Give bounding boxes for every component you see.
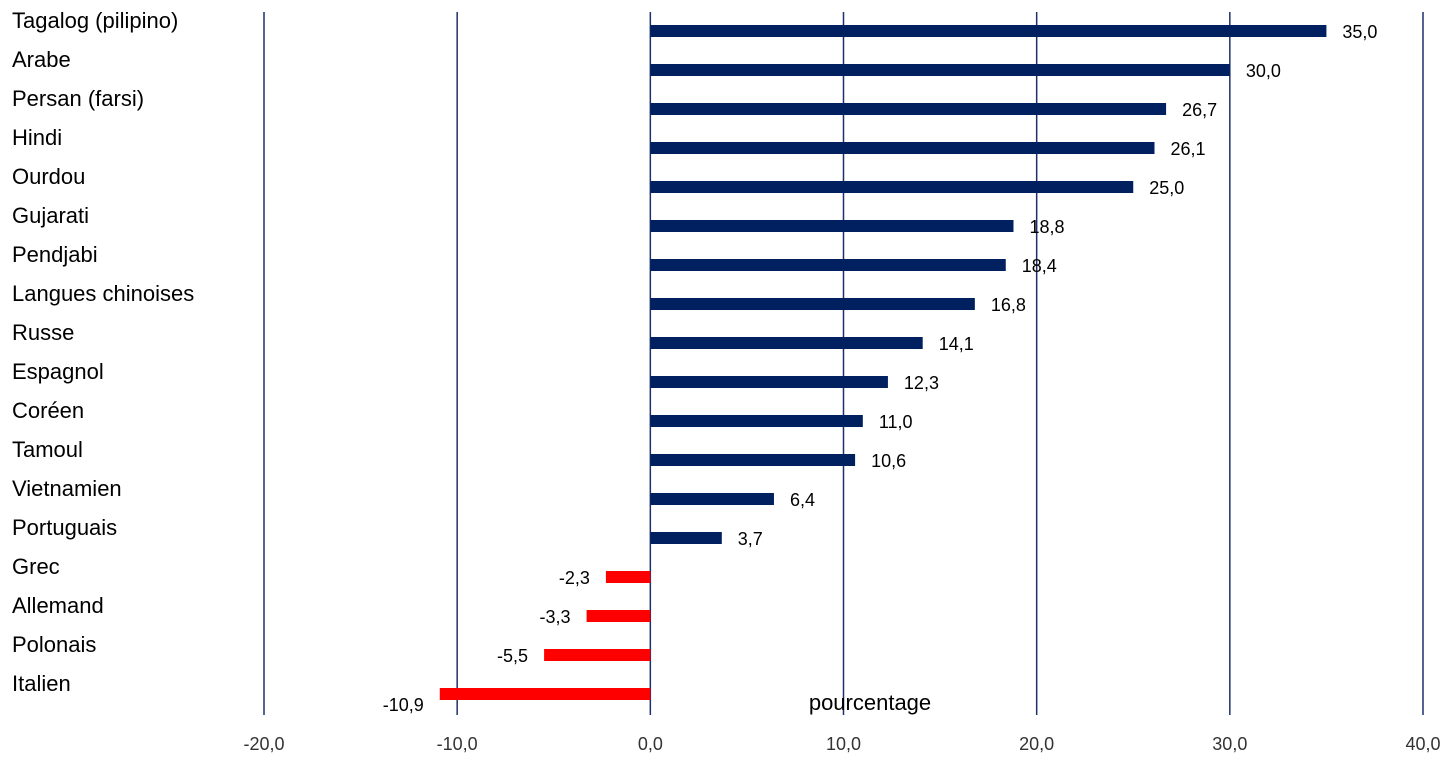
x-tick-label: 40,0 [1405, 734, 1440, 754]
data-label: 26,1 [1170, 139, 1205, 159]
data-label: 18,8 [1029, 217, 1064, 237]
bar [650, 103, 1167, 115]
bar [650, 25, 1327, 37]
grid: -20,0 -10,0 0,0 10,0 20,0 30,0 40,0 [243, 12, 1441, 754]
bar [650, 298, 975, 310]
x-tick-label: 20,0 [1019, 734, 1054, 754]
x-tick-label: 10,0 [826, 734, 861, 754]
data-label: 6,4 [790, 490, 815, 510]
category-label: Allemand [12, 593, 104, 618]
data-label: 12,3 [904, 373, 939, 393]
data-label: 30,0 [1246, 61, 1281, 81]
category-label: Coréen [12, 398, 84, 423]
category-label: Hindi [12, 125, 62, 150]
bar [650, 493, 774, 505]
data-label: 14,1 [939, 334, 974, 354]
bar [650, 142, 1155, 154]
bar [586, 610, 651, 622]
data-label: 3,7 [738, 529, 763, 549]
category-label: Arabe [12, 47, 71, 72]
category-label: Italien [12, 671, 71, 696]
category-label: Vietnamien [12, 476, 122, 501]
bar [544, 649, 651, 661]
bar [650, 64, 1230, 76]
category-label: Tagalog (pilipino) [12, 8, 178, 33]
bar [605, 571, 651, 583]
category-label: Pendjabi [12, 242, 98, 267]
data-label: 10,6 [871, 451, 906, 471]
x-tick-label: -10,0 [437, 734, 478, 754]
category-label: Polonais [12, 632, 96, 657]
bar [650, 376, 888, 388]
category-label: Portuguais [12, 515, 117, 540]
bar [650, 220, 1014, 232]
x-axis-label: pourcentage [809, 690, 931, 715]
x-tick-label: 30,0 [1212, 734, 1247, 754]
data-label: 11,0 [879, 412, 913, 432]
category-labels: Tagalog (pilipino) Arabe Persan (farsi) Hin… [12, 8, 194, 696]
data-label: -3,3 [540, 607, 571, 627]
bar [650, 415, 863, 427]
data-label: 26,7 [1182, 100, 1217, 120]
x-tick-label: 0,0 [638, 734, 663, 754]
category-label: Grec [12, 554, 60, 579]
category-label: Ourdou [12, 164, 85, 189]
data-label: -5,5 [497, 646, 528, 666]
category-label: Tamoul [12, 437, 83, 462]
bar [650, 259, 1006, 271]
data-label: -2,3 [559, 568, 590, 588]
data-label: 18,4 [1022, 256, 1057, 276]
category-label: Persan (farsi) [12, 86, 144, 111]
bar [650, 454, 856, 466]
category-label: Russe [12, 320, 74, 345]
bar [650, 532, 722, 544]
data-label: 16,8 [991, 295, 1026, 315]
data-label: 35,0 [1342, 22, 1377, 42]
data-label: -10,9 [383, 695, 424, 715]
category-label: Langues chinoises [12, 281, 194, 306]
bars: 35,0 30,0 26,7 26,1 25,0 18,8 18,4 16,8 14,112,3… [383, 22, 1378, 715]
category-label: Gujarati [12, 203, 89, 228]
bar [439, 688, 651, 700]
category-label: Espagnol [12, 359, 104, 384]
bar [650, 181, 1134, 193]
bar [650, 337, 923, 349]
x-tick-label: -20,0 [243, 734, 284, 754]
data-label: 25,0 [1149, 178, 1184, 198]
